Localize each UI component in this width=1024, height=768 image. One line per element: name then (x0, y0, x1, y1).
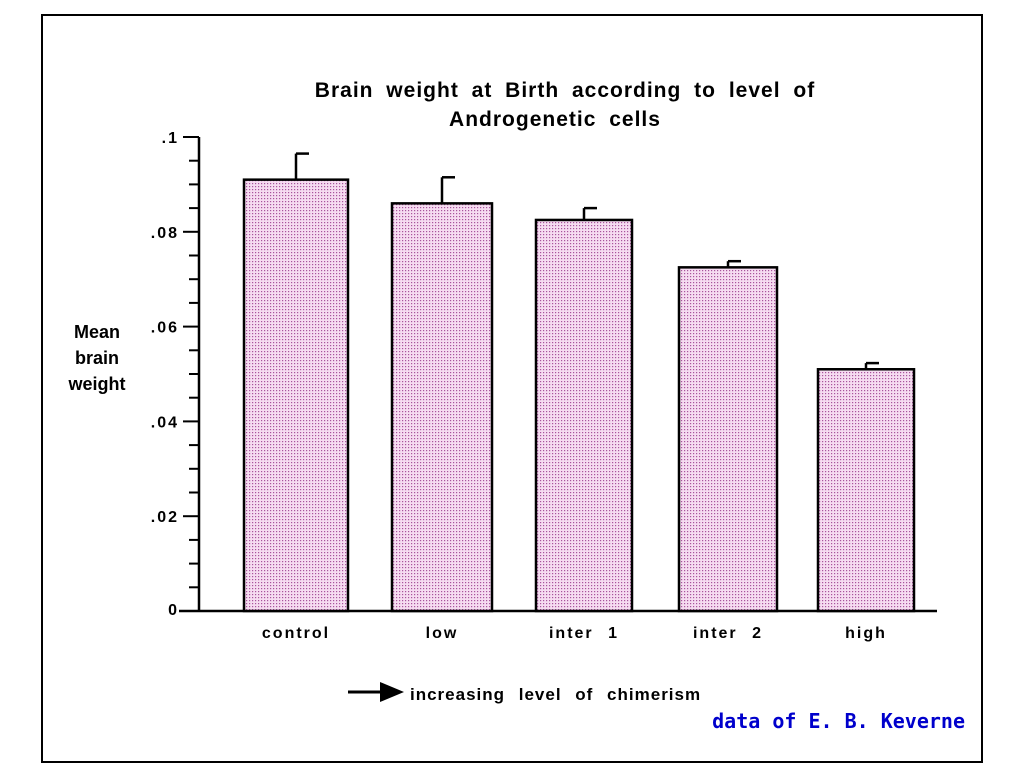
annotation-text: increasing level of chimerism (410, 685, 701, 704)
bar (677, 266, 779, 613)
y-tick-label: .06 (151, 320, 179, 337)
y-tick-label: 0 (168, 602, 179, 619)
y-tick-label: .08 (151, 225, 179, 242)
x-tick-labels: control low inter 1 inter 2 high (262, 625, 887, 642)
x-tick-label: low (426, 625, 459, 642)
y-axis-label-line-3: weight (68, 374, 126, 394)
data-credit: data of E. B. Keverne (712, 709, 965, 733)
slide-frame (41, 14, 983, 763)
y-tick-label: .04 (151, 414, 179, 431)
bar (242, 178, 350, 613)
y-axis-label-line-2: brain (75, 348, 119, 368)
chimerism-annotation: increasing level of chimerism (348, 682, 701, 704)
x-tick-label: high (845, 625, 887, 642)
arrow-head-icon (380, 682, 404, 702)
chart-title-line-2: Androgenetic cells (449, 108, 661, 131)
x-tick-label: control (262, 625, 330, 642)
bars (242, 152, 916, 613)
x-tick-label: inter 1 (549, 625, 619, 642)
y-axis-label-line-1: Mean (74, 322, 120, 342)
y-tick-label: .1 (162, 130, 179, 147)
bar (534, 218, 634, 613)
bar (390, 202, 494, 613)
chart-title-line-1: Brain weight at Birth according to level… (315, 79, 815, 102)
bar (816, 368, 916, 613)
x-tick-label: inter 2 (693, 625, 763, 642)
y-tick-label: .02 (151, 509, 179, 526)
y-ticks: 0 .02 .04 .06 .08 .1 (151, 130, 199, 619)
